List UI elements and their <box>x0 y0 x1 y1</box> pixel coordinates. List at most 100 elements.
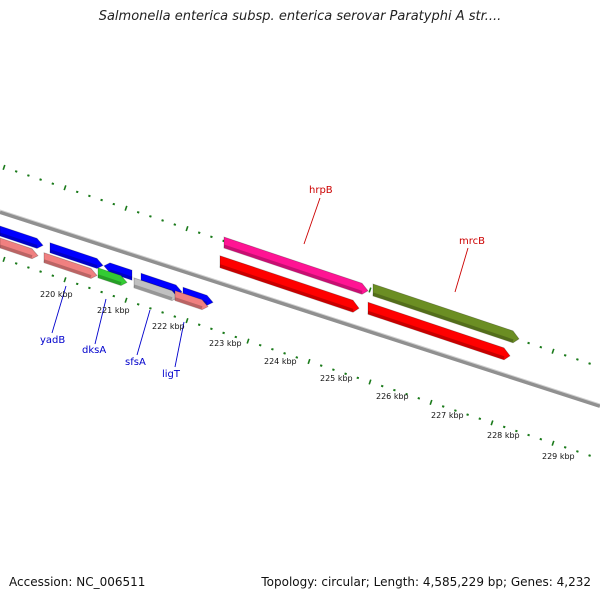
lower-tick <box>405 392 408 396</box>
accession-text: Accession: NC_006511 <box>9 575 146 589</box>
lower-tick <box>222 331 225 335</box>
upper-tick <box>149 215 152 218</box>
lower-red-1-body <box>219 255 360 313</box>
gene-label: ligT <box>162 369 181 380</box>
upper-tick <box>161 219 164 222</box>
lower-tick <box>63 277 67 283</box>
lower-green-shade <box>97 274 122 285</box>
lower-tick <box>527 433 530 437</box>
scale-label: 220 kbp <box>40 290 73 299</box>
upper-tick <box>368 287 372 293</box>
lower-tick <box>454 409 457 412</box>
lower-tick <box>319 364 323 367</box>
lower-tick <box>332 368 335 371</box>
lower-tick <box>344 372 347 376</box>
lower-tick <box>258 343 262 347</box>
lower-tick <box>88 286 91 290</box>
lower-tick <box>563 446 567 449</box>
backbone-line <box>0 210 600 408</box>
lower-tick <box>39 270 42 273</box>
upper-tick <box>2 164 6 170</box>
leader-line <box>136 309 151 356</box>
upper-tick <box>527 341 530 345</box>
upper-tick <box>185 226 189 232</box>
scale-label: 226 kbp <box>376 392 409 401</box>
lower-tick <box>283 352 286 355</box>
lower-tick <box>136 302 140 306</box>
leader-line <box>303 197 321 245</box>
upper-tick <box>112 202 116 206</box>
upper-tick <box>539 345 543 349</box>
upper-tick <box>136 210 140 214</box>
lower-tick <box>197 323 201 327</box>
label-leader-lines <box>51 197 469 368</box>
lower-red-2-shade <box>367 310 505 360</box>
mrcB-feature <box>372 283 520 344</box>
lower-salmon-2-shade <box>43 259 92 278</box>
upper-tick <box>63 185 67 191</box>
lower-tick <box>539 437 543 441</box>
lower-tick <box>588 454 591 457</box>
upper-left-blue-1-body <box>0 225 44 249</box>
lower-tick <box>515 429 518 433</box>
gene-label-layer: yadB dksA sfsA ligT hrpB mrcB <box>40 185 485 380</box>
lower-tick <box>368 379 372 385</box>
lower-tick <box>75 282 79 286</box>
lower-red-1-shade <box>219 264 354 312</box>
upper-left-blue-2-body <box>49 242 104 269</box>
hrpB-feature-shade <box>223 244 363 294</box>
upper-left-blue-3-shade <box>109 269 133 280</box>
feature-track <box>0 225 520 361</box>
upper-left-blue-1-shade <box>0 232 38 248</box>
scale-label: 228 kbp <box>487 431 520 440</box>
lower-salmon-3-body <box>174 290 209 311</box>
upper-tick <box>563 354 567 357</box>
lower-salmon-2-body <box>43 252 98 279</box>
lower-tick <box>478 417 482 421</box>
lower-tick <box>2 256 6 262</box>
lower-tick <box>161 311 164 314</box>
lower-tick <box>307 358 311 365</box>
upper-tick <box>14 170 18 173</box>
lower-tick <box>576 450 579 453</box>
leader-line <box>174 321 185 368</box>
lower-tick <box>466 413 469 416</box>
upper-left-blue-2-shade <box>49 249 98 268</box>
mrcB-feature-shade <box>372 292 514 343</box>
lower-tick <box>502 425 506 429</box>
lower-tick <box>429 399 433 406</box>
lower-salmon-3 <box>174 290 209 311</box>
lower-tick <box>14 262 18 265</box>
lower-tick <box>551 440 555 446</box>
upper-tick <box>551 348 555 354</box>
lower-salmon-1-body <box>0 237 39 260</box>
lower-red-2-body <box>367 301 511 361</box>
lower-tick <box>124 297 128 303</box>
genome-backbone <box>0 209 600 408</box>
lower-tick <box>393 388 396 392</box>
lower-tick <box>441 405 445 408</box>
upper-tick <box>100 198 103 202</box>
lower-tick <box>295 356 299 359</box>
lower-tick <box>173 315 177 318</box>
scale-label: 225 kbp <box>320 374 353 383</box>
scale-label: 222 kbp <box>152 322 185 331</box>
lower-tick <box>356 376 360 380</box>
lower-tick <box>27 266 30 269</box>
lower-salmon-2 <box>43 252 98 279</box>
lower-tick <box>417 397 421 400</box>
hrpB-feature-body <box>223 236 369 295</box>
leader-line <box>454 247 469 293</box>
scale-label: 221 kbp <box>97 306 130 315</box>
scale-label: 229 kbp <box>542 452 575 461</box>
gene-label: dksA <box>82 345 106 356</box>
gene-label: hrpB <box>309 185 333 196</box>
lower-tick <box>246 338 250 344</box>
lower-tick <box>210 327 213 331</box>
lower-salmon-1 <box>0 237 39 260</box>
lower-green-body <box>97 267 128 286</box>
lower-gray-shade <box>133 284 173 301</box>
upper-tick <box>88 194 91 198</box>
upper-tick <box>51 182 55 185</box>
